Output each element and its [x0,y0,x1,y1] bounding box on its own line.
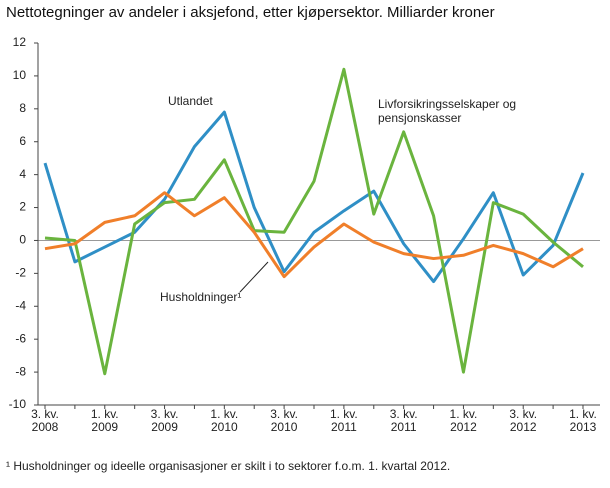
y-tick-label: -2 [15,266,26,280]
y-tick-label: 8 [19,101,26,115]
y-tick-label: -6 [15,331,26,345]
y-tick-label: 2 [19,200,26,214]
y-tick-label: -10 [9,397,27,411]
x-tick-label: 1. kv. 2013 [569,407,597,434]
x-tick-label: 1. kv. 2009 [90,407,119,434]
x-tick-label: 3. kv. 2011 [389,407,418,434]
leader-line [239,261,269,293]
series-label: Husholdninger¹ [160,290,242,304]
series-label: Utlandet [168,94,213,108]
x-tick-label: 1. kv. 2012 [449,407,478,434]
series-line [44,191,584,279]
x-tick-label: 3. kv. 2008 [31,407,59,434]
x-tick-label: 1. kv. 2010 [210,407,239,434]
series-label: Livforsikringsselskaper og pensjonskasse… [378,97,517,125]
y-tick-label: -8 [15,364,26,378]
series-line [44,67,584,376]
y-tick-label: -4 [15,298,26,312]
x-tick-label: 3. kv. 2010 [270,407,298,434]
chart-title: Nettotegninger av andeler i aksjefond, e… [6,4,495,21]
y-tick-label: 6 [19,134,26,148]
footnote: ¹ Husholdninger og ideelle organisasjone… [6,459,451,473]
y-tick-label: 12 [13,35,27,49]
series-line [43,110,585,284]
x-tick-label: 1. kv. 2011 [329,407,358,434]
x-tick-label: 3. kv. 2012 [509,407,538,434]
y-tick-label: 0 [19,233,26,247]
y-tick-label: 10 [13,68,27,82]
y-tick-label: 4 [19,167,26,181]
x-tick-label: 3. kv. 2009 [150,407,179,434]
